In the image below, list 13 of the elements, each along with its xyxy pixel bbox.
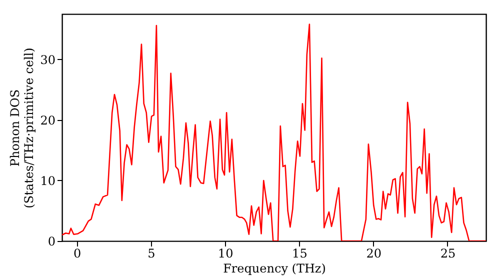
x-axis-title: Frequency (THz) — [223, 262, 326, 276]
y-tick-label: 20 — [40, 113, 56, 128]
x-tick-label: 0 — [74, 246, 82, 260]
y-axis-title: Phonon DOS (States/THz·primitive cell) — [8, 48, 36, 208]
line-series — [62, 24, 486, 241]
x-tick-label: 20 — [366, 246, 382, 260]
x-tick-label: 15 — [292, 246, 308, 260]
x-tick-label: 10 — [218, 246, 234, 260]
y-tick-label: 30 — [40, 52, 56, 67]
x-tick-label: 25 — [440, 246, 456, 260]
y-tick-label: 10 — [40, 174, 56, 188]
x-tick-label: 5 — [148, 246, 156, 260]
y-tick-label: 0 — [48, 234, 56, 248]
